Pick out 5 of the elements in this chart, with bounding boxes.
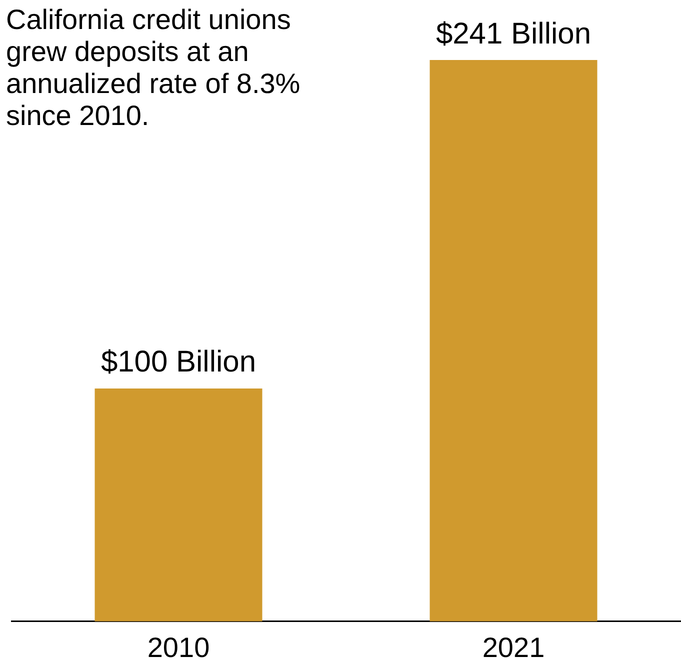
data-label: $241 Billion (436, 17, 592, 50)
data-label: $100 Billion (100, 346, 256, 379)
x-tick-label: 2021 (482, 632, 545, 663)
annotation: California credit unions grew deposits at an annualized rate of 8.3% since 2010. (6, 4, 302, 132)
x-tick-label: 2010 (147, 632, 210, 663)
